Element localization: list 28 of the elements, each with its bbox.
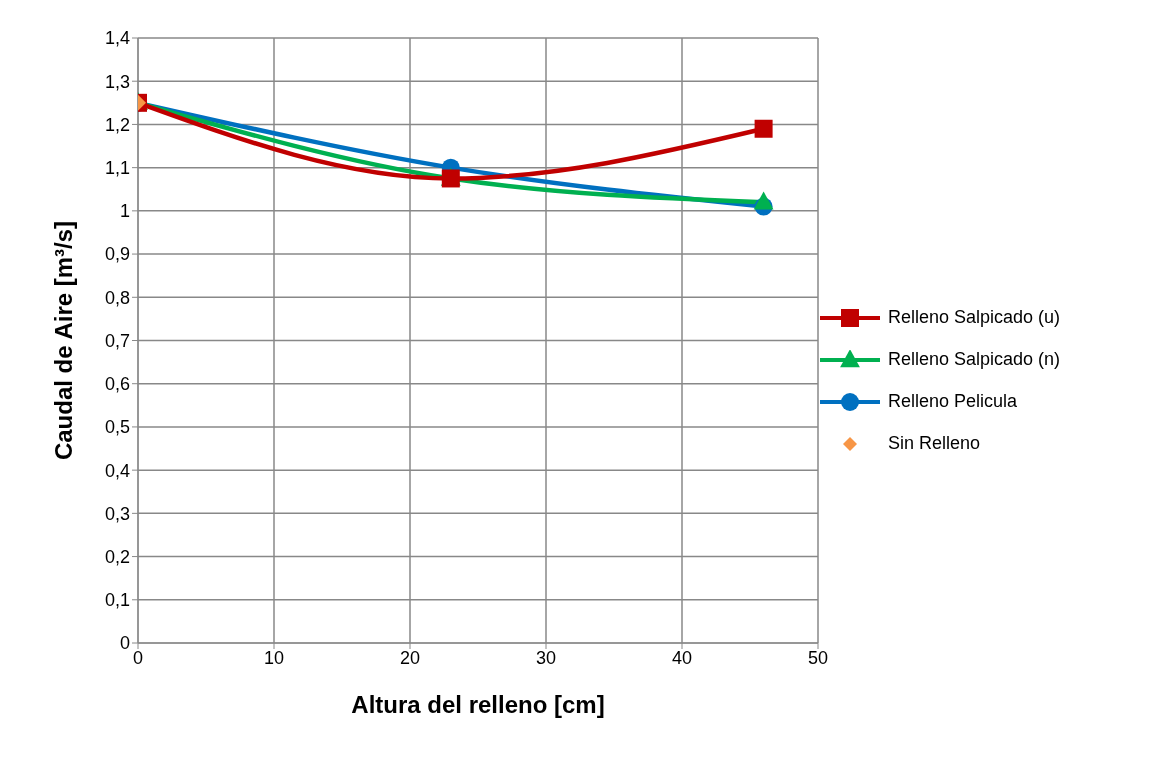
y-tick-label: 1,2 (104, 114, 130, 135)
x-tick-label: 30 (535, 647, 557, 668)
point (754, 119, 773, 138)
y-tick-label: 1 (119, 201, 130, 222)
legend-label: Relleno Salpicado (n) (888, 349, 1061, 370)
x-axis-title: Altura del relleno [cm] (351, 691, 605, 718)
y-tick-label: 0,1 (104, 590, 130, 611)
x-tick-label: 10 (263, 647, 285, 668)
y-tick-label: 0,6 (104, 374, 130, 395)
y-tick-label: 1,1 (104, 158, 130, 179)
y-tick-label: 0,5 (104, 417, 130, 438)
y-tick-label: 0,3 (104, 503, 130, 524)
x-tick-label: 0 (132, 647, 144, 668)
y-axis-title: Caudal de Aire [m³/s] (49, 220, 77, 461)
x-tick-label: 50 (807, 647, 829, 668)
y-tick-label: 0,8 (104, 287, 130, 308)
y-tick-label: 1,3 (104, 71, 130, 92)
legend-label: Relleno Salpicado (u) (888, 307, 1061, 328)
y-tick-label: 0,7 (104, 330, 130, 351)
x-tick-label: 20 (399, 647, 421, 668)
y-tick-label: 0,9 (104, 244, 130, 265)
legend-label: Relleno Pelicula (888, 391, 1018, 412)
y-tick-label: 1,4 (104, 28, 130, 49)
y-tick-label: 0,4 (104, 460, 130, 481)
legend-label: Sin Relleno (888, 433, 981, 454)
x-tick-label: 40 (671, 647, 693, 668)
y-tick-label: 0,2 (104, 546, 130, 567)
y-tick-label: 0 (119, 633, 130, 654)
